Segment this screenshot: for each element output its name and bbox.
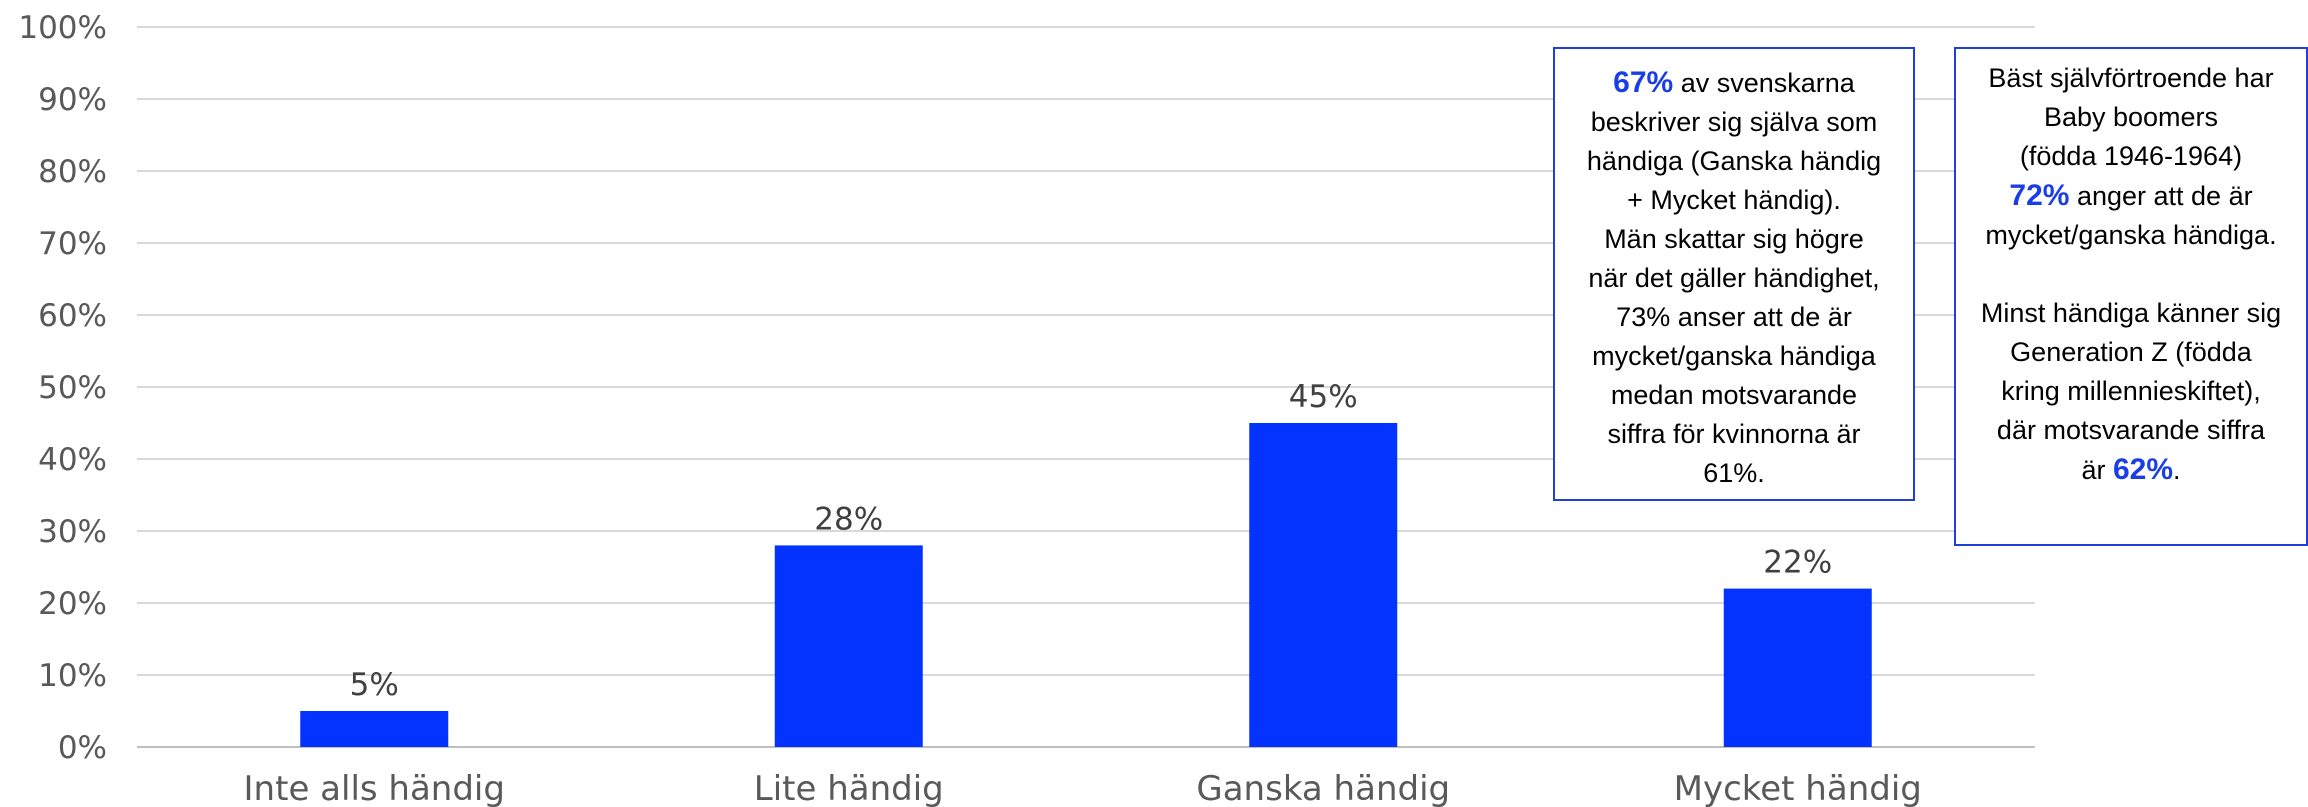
note1-line-3: händiga (Ganska händig [1586, 146, 1882, 176]
note2-highlight-72: 72% [2009, 179, 2070, 212]
bar [1249, 423, 1398, 747]
x-category-label: Ganska händig [1196, 769, 1450, 807]
note1-line-8: mycket/ganska händiga [1592, 341, 1876, 371]
note1-line-1: 67% av svenskarna [1555, 63, 1913, 103]
x-category-label: Lite händig [754, 769, 944, 807]
note2-line-3: (födda 1946-1964) [2019, 141, 2243, 171]
y-tick-label: 60% [38, 298, 107, 334]
note1-line-2: beskriver sig själva som [1590, 107, 1878, 137]
x-category-label: Inte alls händig [244, 769, 505, 807]
y-tick-label: 80% [38, 154, 107, 190]
note2-line-2: Baby boomers [2043, 102, 2219, 132]
annotation-box-generations: Bäst självförtroende har Baby boomers (f… [1954, 47, 2308, 546]
y-axis-ticks: 0% 10% 20% 30% 40% 50% 60% 70% 80% 90% 100% [18, 10, 107, 766]
note2-line-8: kring millennieskiftet), [2001, 376, 2261, 406]
note1-line-11: 61%. [1703, 458, 1765, 488]
y-tick-label: 100% [18, 10, 107, 46]
note1-line-4: + Mycket händig). [1627, 185, 1841, 215]
bar [774, 545, 923, 747]
x-category-label: Mycket händig [1674, 769, 1922, 807]
note2-highlight-62: 62% [2112, 453, 2174, 486]
y-tick-label: 50% [38, 370, 107, 406]
note1-line-5: Män skattar sig högre [1604, 224, 1864, 254]
note1-line-6: när det gäller händighet, [1588, 263, 1880, 293]
data-label: 5% [350, 667, 399, 703]
note1-highlight-67: 67% [1613, 66, 1674, 99]
y-tick-label: 0% [58, 730, 107, 766]
y-tick-label: 10% [38, 658, 107, 694]
y-tick-label: 70% [38, 226, 107, 262]
note2-line-6: Minst händiga känner sig [1980, 298, 2282, 328]
note1-line-9: medan motsvarande [1610, 380, 1858, 410]
data-label: 28% [814, 501, 883, 537]
note2-line-5: mycket/ganska händiga. [1985, 220, 2277, 250]
y-tick-label: 30% [38, 514, 107, 550]
note1-line-7: 73% anser att de är [1616, 302, 1852, 332]
data-label: 45% [1289, 379, 1358, 415]
note2-line-10: är 62%. [1956, 450, 2306, 490]
note2-spacer [1956, 255, 2306, 294]
y-tick-label: 90% [38, 82, 107, 118]
note2-line-9: där motsvarande siffra [1996, 415, 2266, 445]
note2-line-1: Bäst självförtroende har [1988, 63, 2274, 93]
note2-text: . [2173, 455, 2181, 485]
bars [300, 423, 1872, 747]
y-tick-label: 40% [38, 442, 107, 478]
data-labels: 5% 28% 45% 22% [350, 379, 1833, 703]
bar [1723, 588, 1872, 747]
note2-text: anger att de är [2069, 181, 2253, 211]
annotation-box-overall: 67% av svenskarna beskriver sig själva s… [1553, 47, 1915, 501]
bar [300, 711, 449, 747]
y-tick-label: 20% [38, 586, 107, 622]
note2-line-7: Generation Z (födda [2010, 337, 2252, 367]
note2-text: är [2081, 455, 2113, 485]
note1-text: av svenskarna [1673, 68, 1855, 98]
data-label: 22% [1763, 545, 1832, 581]
note2-line-4: 72% anger att de är [1956, 176, 2306, 216]
note1-line-10: siffra för kvinnorna är [1607, 419, 1861, 449]
x-axis-categories: Inte alls händig Lite händig Ganska händig… [244, 769, 1922, 807]
